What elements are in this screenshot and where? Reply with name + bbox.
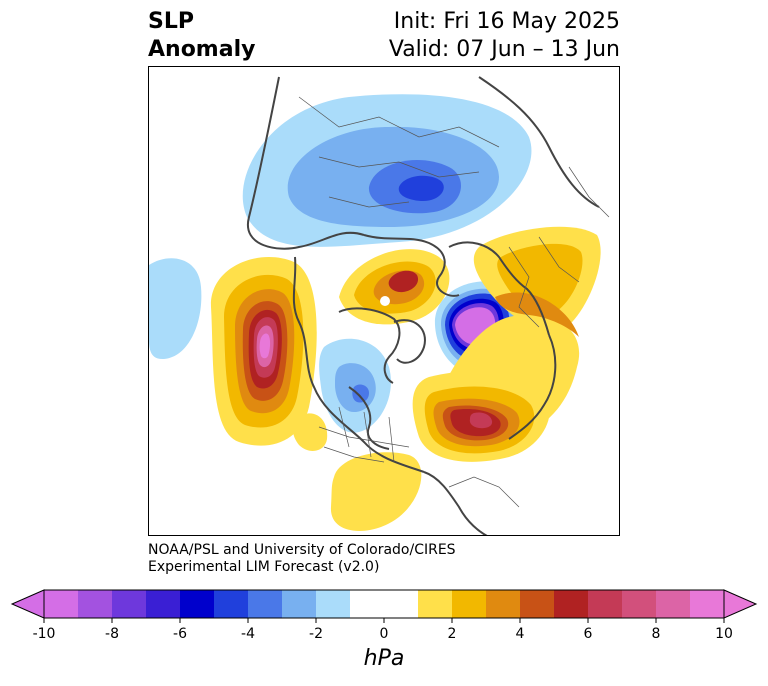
anomaly-map (148, 66, 620, 536)
colorbar-bin (452, 590, 486, 618)
colorbar-tick-label: 0 (380, 626, 389, 642)
colorbar-tick-label: -10 (33, 626, 56, 642)
colorbar-bins (10, 589, 758, 619)
colorbar-bin (180, 590, 214, 618)
positive-anomaly-north-america (293, 413, 422, 531)
chart-title: SLP Anomaly (148, 8, 255, 64)
colorbar-tick-label: -6 (173, 626, 187, 642)
colorbar-bin (282, 590, 316, 618)
colorbar-tick-label: 8 (652, 626, 661, 642)
colorbar-bin (78, 590, 112, 618)
init-date: Init: Fri 16 May 2025 (393, 9, 620, 34)
colorbar-bin (248, 590, 282, 618)
colorbar-bin (112, 590, 146, 618)
colorbar-tick-label: 2 (448, 626, 457, 642)
positive-anomaly-north-pacific (210, 257, 317, 446)
positive-anomaly-atlantic (412, 292, 580, 462)
map-svg (149, 76, 610, 535)
negative-anomaly-siberia (242, 94, 532, 247)
colorbar-bin (656, 590, 690, 618)
colorbar-over-extension (723, 589, 758, 619)
colorbar: -10 -8 -6 -4 -2 0 2 4 6 8 10 (10, 589, 758, 642)
colorbar-tick-label: 10 (715, 626, 733, 642)
positive-anomaly-greenland (339, 249, 450, 325)
colorbar-bin (316, 590, 350, 618)
colorbar-bin (520, 590, 554, 618)
colorbar-tick-label: 4 (516, 626, 525, 642)
colorbar-tick-label: -8 (105, 626, 119, 642)
colorbar-bin (622, 590, 656, 618)
colorbar-bin (418, 590, 452, 618)
colorbar-bin (214, 590, 248, 618)
colorbar-tick-label: -2 (309, 626, 323, 642)
negative-anomaly-north-america (319, 338, 391, 433)
valid-range: Valid: 07 Jun – 13 Jun (388, 37, 620, 62)
colorbar-bin (690, 590, 724, 618)
credit-text: NOAA/PSL and University of Colorado/CIRE… (148, 542, 456, 576)
colorbar-ticks: -10 -8 -6 -4 -2 0 2 4 6 8 10 (33, 618, 733, 642)
country-borders (298, 96, 610, 508)
colorbar-bin (350, 590, 418, 618)
negative-anomaly-pacific-west (149, 258, 202, 360)
colorbar-bin (486, 590, 520, 618)
colorbar-bin (554, 590, 588, 618)
coastlines (246, 76, 600, 535)
colorbar-bin (44, 590, 78, 618)
title-line-2: Anomaly (148, 37, 256, 62)
colorbar-tick-label: -4 (241, 626, 255, 642)
credit-line-1: NOAA/PSL and University of Colorado/CIRE… (148, 542, 456, 558)
colorbar-under-extension (10, 589, 45, 619)
credit-line-2: Experimental LIM Forecast (v2.0) (148, 559, 380, 575)
colorbar-tick-label: 6 (584, 626, 593, 642)
colorbar-unit-label: hPa (363, 646, 405, 671)
colorbar-bin (588, 590, 622, 618)
colorbar-bin (146, 590, 180, 618)
forecast-dates: Init: Fri 16 May 2025 Valid: 07 Jun – 13… (389, 8, 620, 64)
title-line-1: SLP (148, 9, 194, 34)
